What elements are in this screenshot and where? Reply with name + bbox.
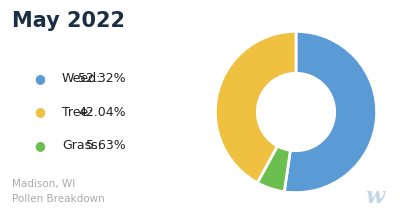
Text: Tree:: Tree: [62, 106, 92, 118]
Text: w: w [365, 186, 384, 208]
Wedge shape [215, 31, 296, 183]
Text: 52.32%: 52.32% [78, 72, 126, 85]
Wedge shape [257, 146, 290, 192]
Text: ●: ● [34, 106, 46, 118]
Text: Grass:: Grass: [62, 139, 102, 152]
Text: 5.63%: 5.63% [86, 139, 126, 152]
Text: Madison, WI
Pollen Breakdown: Madison, WI Pollen Breakdown [12, 179, 105, 204]
Text: Weed:: Weed: [62, 72, 101, 85]
Text: ●: ● [34, 72, 46, 85]
Text: ●: ● [34, 139, 46, 152]
Wedge shape [284, 31, 377, 193]
Text: May 2022: May 2022 [12, 11, 125, 31]
Text: 42.04%: 42.04% [78, 106, 126, 118]
